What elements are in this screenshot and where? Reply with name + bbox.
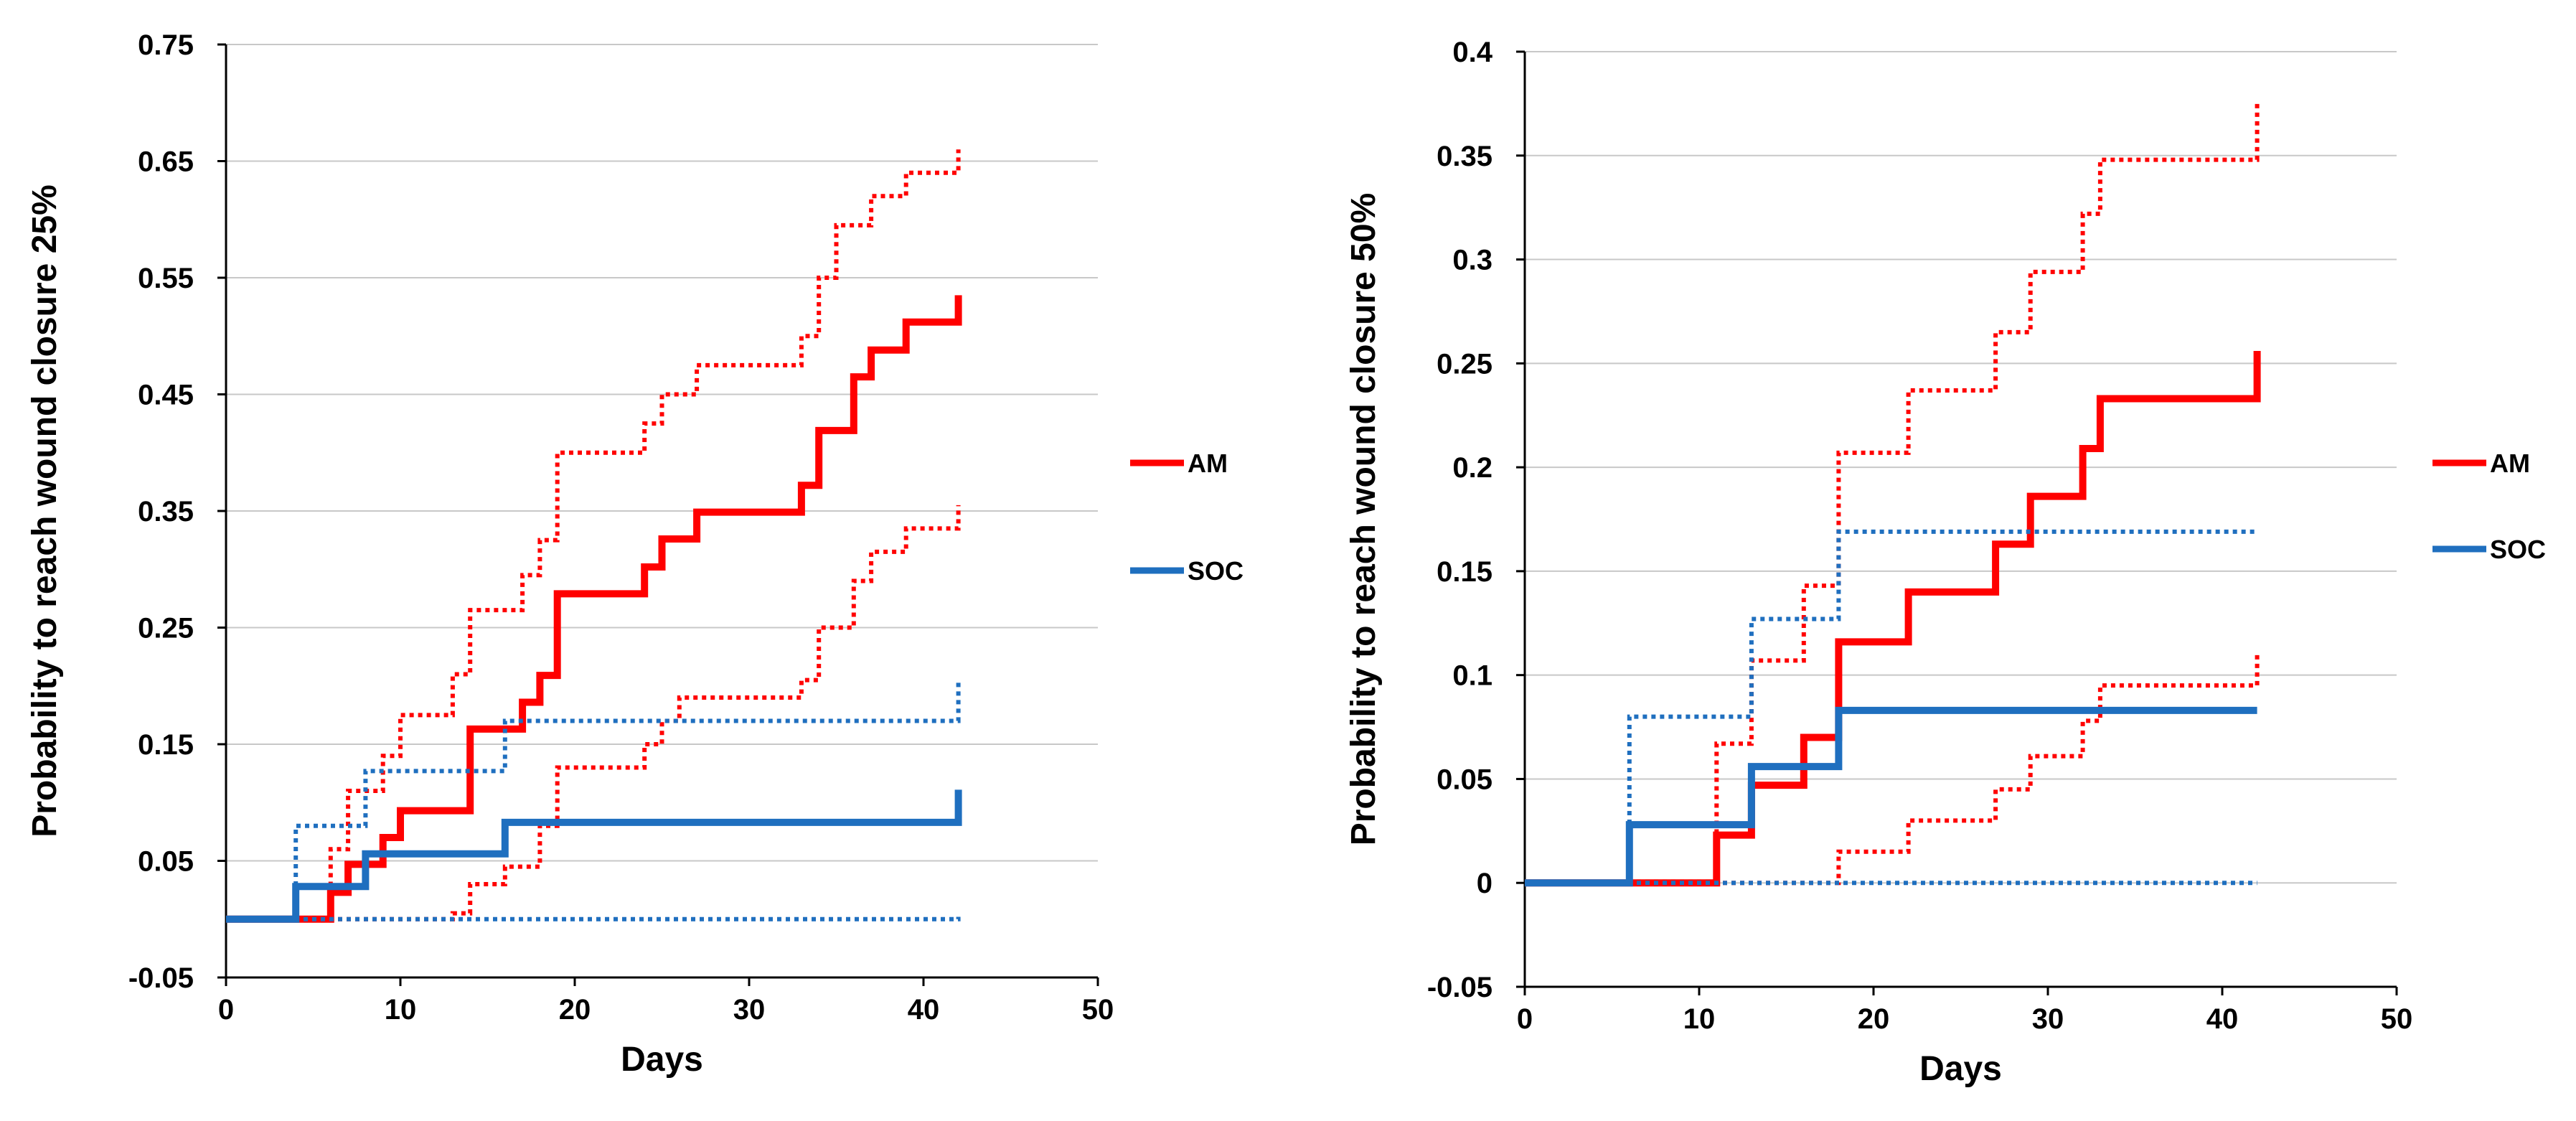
- x-tick-label: 10: [385, 994, 417, 1026]
- x-tick-label: 50: [1082, 994, 1114, 1026]
- y-tick-label: 0.35: [138, 496, 194, 527]
- x-tick-label: 30: [733, 994, 766, 1026]
- confidence-bound-line: [1525, 654, 2260, 886]
- series-line-am: [226, 295, 962, 923]
- legend-label-soc: SOC: [2490, 535, 2546, 564]
- y-tick-label: 0.15: [1437, 556, 1493, 588]
- y-tick-label: -0.05: [128, 962, 194, 994]
- confidence-bound-line: [226, 680, 961, 921]
- chart-wound-closure-50: -0.05 0 0.05 0.1 0.15 0.2 0.25 0.3 0.35 0.4 0 10 20…: [1345, 37, 2546, 1088]
- legend-label-am: AM: [2490, 449, 2530, 478]
- gridlines: [226, 44, 1098, 862]
- legend-label-soc: SOC: [1188, 556, 1244, 586]
- y-tick-label: 0.35: [1437, 141, 1493, 172]
- y-tick-label: 0.55: [138, 263, 194, 294]
- y-tick-label: 0.2: [1452, 452, 1493, 484]
- y-tick-label: 0.75: [138, 29, 194, 61]
- x-tick-label: 0: [1517, 1003, 1533, 1035]
- y-tick-labels: -0.05 0 0.05 0.1 0.15 0.2 0.25 0.3 0.35 0.4: [1427, 37, 1493, 1003]
- x-tick-label: 20: [559, 994, 591, 1026]
- series-lines: [1525, 103, 2261, 887]
- x-tick-label: 20: [1858, 1003, 1890, 1035]
- y-tick-label: 0.3: [1452, 245, 1493, 276]
- x-tick-label: 30: [2032, 1003, 2064, 1035]
- y-tick-label: 0.65: [138, 146, 194, 178]
- confidence-bound-line: [226, 916, 961, 921]
- y-axis-title: Probability to reach wound closure 50%: [1345, 193, 1383, 846]
- x-tick-labels: 0 10 20 30 40 50: [1517, 1003, 2412, 1035]
- x-tick-label: 40: [2206, 1003, 2239, 1035]
- y-tick-label: 0.15: [138, 729, 194, 761]
- x-tick-label: 0: [218, 994, 234, 1026]
- y-tick-label: 0.25: [1437, 348, 1493, 380]
- y-tick-label: 0.4: [1452, 37, 1493, 68]
- y-tick-label: 0: [1477, 868, 1493, 899]
- y-tick-label: 0.25: [138, 613, 194, 644]
- y-tick-label: 0.1: [1452, 660, 1493, 692]
- y-tick-label: 0.05: [1437, 764, 1493, 795]
- gridlines: [1525, 51, 2397, 884]
- series-lines: [226, 149, 962, 923]
- x-tick-label: 40: [908, 994, 940, 1026]
- legend-label-am: AM: [1188, 449, 1228, 478]
- confidence-bound-line: [1525, 529, 2257, 886]
- y-axis-title: Probability to reach wound closure 25%: [26, 184, 64, 838]
- y-tick-label: 0.45: [138, 380, 194, 411]
- y-tick-labels: -0.05 0.05 0.15 0.25 0.35 0.45 0.55 0.65 0.75: [128, 29, 194, 994]
- y-tick-label: -0.05: [1427, 972, 1493, 1003]
- y-tick-label: 0.05: [138, 846, 194, 878]
- chart-wound-closure-25: -0.05 0.05 0.15 0.25 0.35 0.45 0.55 0.65 0.75 0 1…: [26, 29, 1244, 1079]
- confidence-bound-line: [226, 149, 961, 921]
- x-axis-title: Days: [621, 1041, 703, 1079]
- x-tick-label: 50: [2381, 1003, 2413, 1035]
- legend: AM SOC: [1130, 449, 1244, 586]
- axes: [1516, 50, 2398, 995]
- axes: [217, 43, 1099, 986]
- x-tick-label: 10: [1683, 1003, 1716, 1035]
- legend: AM SOC: [2432, 449, 2546, 564]
- x-axis-title: Days: [1919, 1050, 2002, 1088]
- x-tick-labels: 0 10 20 30 40 50: [218, 994, 1114, 1026]
